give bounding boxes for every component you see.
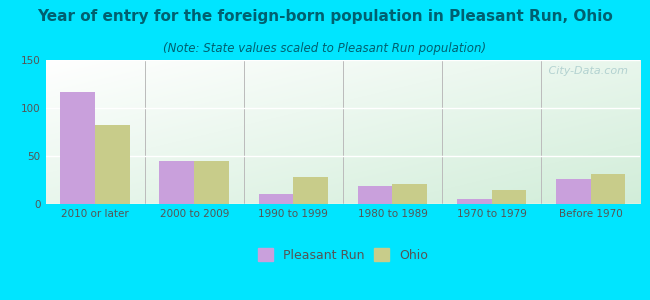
Bar <box>60 92 95 204</box>
Bar <box>591 174 625 204</box>
Text: (Note: State values scaled to Pleasant Run population): (Note: State values scaled to Pleasant R… <box>163 42 487 55</box>
Bar <box>159 161 194 204</box>
Bar <box>259 194 293 204</box>
Bar <box>194 161 229 204</box>
Bar <box>393 184 427 204</box>
Bar <box>491 190 526 204</box>
Bar <box>556 179 591 204</box>
Bar <box>358 186 393 204</box>
Text: Year of entry for the foreign-born population in Pleasant Run, Ohio: Year of entry for the foreign-born popul… <box>37 9 613 24</box>
Bar <box>95 125 130 204</box>
Text: City-Data.com: City-Data.com <box>538 66 629 76</box>
Bar <box>457 199 491 204</box>
Bar <box>293 177 328 204</box>
Legend: Pleasant Run, Ohio: Pleasant Run, Ohio <box>253 243 433 267</box>
